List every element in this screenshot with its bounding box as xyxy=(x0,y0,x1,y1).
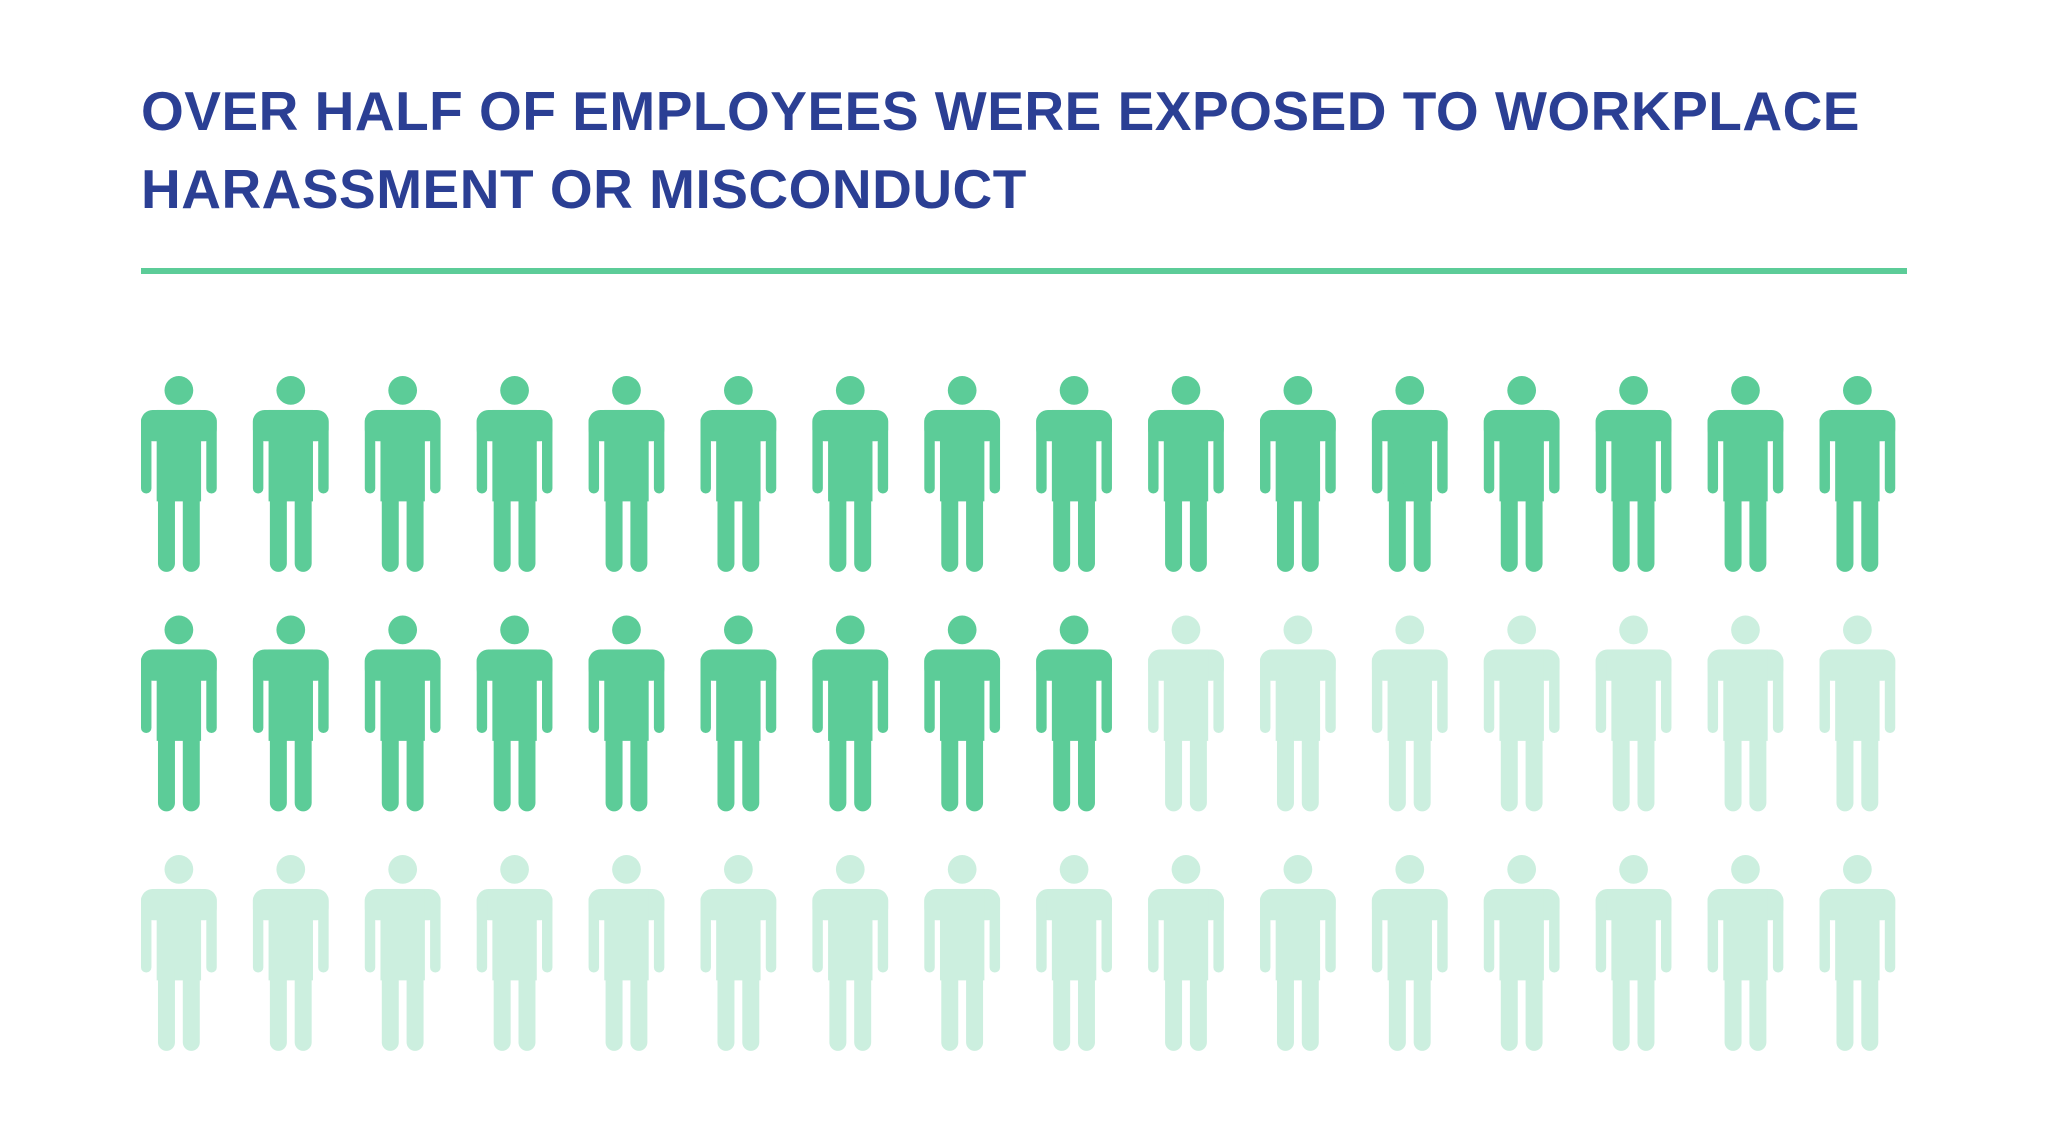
person-icon xyxy=(700,855,777,1051)
person-icon xyxy=(1483,376,1560,572)
person-icon xyxy=(1371,855,1448,1051)
person-icon xyxy=(588,855,665,1051)
chart-title: OVER HALF OF EMPLOYEES WERE EXPOSED TO W… xyxy=(141,80,1860,220)
person-icon xyxy=(1036,855,1112,1051)
person-icon xyxy=(1819,376,1896,572)
person-icon xyxy=(1260,376,1336,572)
person-icon xyxy=(364,855,441,1051)
person-icon xyxy=(252,855,329,1051)
person-icon xyxy=(1483,855,1560,1051)
person-icon xyxy=(1819,855,1896,1051)
person-icon xyxy=(1707,376,1784,572)
person-icon xyxy=(1148,855,1224,1051)
title-rule xyxy=(141,268,1907,274)
person-icon xyxy=(812,855,889,1051)
person-icon xyxy=(252,376,329,572)
person-icon xyxy=(141,376,217,572)
person-icon xyxy=(476,855,553,1051)
person-icon xyxy=(1148,615,1224,812)
person-icon xyxy=(1707,615,1784,812)
person-icon xyxy=(1707,855,1784,1051)
person-icon xyxy=(1371,615,1448,812)
person-icon xyxy=(700,376,777,572)
person-icon xyxy=(141,855,217,1051)
person-icon xyxy=(812,376,889,572)
person-icon xyxy=(812,615,889,812)
person-icon xyxy=(700,615,777,812)
person-icon xyxy=(1036,376,1112,572)
person-icon xyxy=(1483,615,1560,812)
person-icon xyxy=(1595,376,1672,572)
person-icon xyxy=(1819,615,1896,812)
person-icon xyxy=(476,376,553,572)
person-icon xyxy=(924,615,1001,812)
person-icon xyxy=(1371,376,1448,572)
person-icon xyxy=(1260,615,1336,812)
person-icon xyxy=(1595,855,1672,1051)
person-icon xyxy=(141,615,217,812)
person-icon xyxy=(252,615,329,812)
person-icon xyxy=(924,376,1001,572)
person-icon xyxy=(476,615,553,812)
person-icon xyxy=(1595,615,1672,812)
person-icon xyxy=(1148,376,1224,572)
person-icon xyxy=(1260,855,1336,1051)
person-icon xyxy=(588,615,665,812)
person-icon xyxy=(924,855,1001,1051)
person-icon xyxy=(364,615,441,812)
person-icon xyxy=(364,376,441,572)
person-icon xyxy=(1036,615,1112,812)
person-icon xyxy=(588,376,665,572)
